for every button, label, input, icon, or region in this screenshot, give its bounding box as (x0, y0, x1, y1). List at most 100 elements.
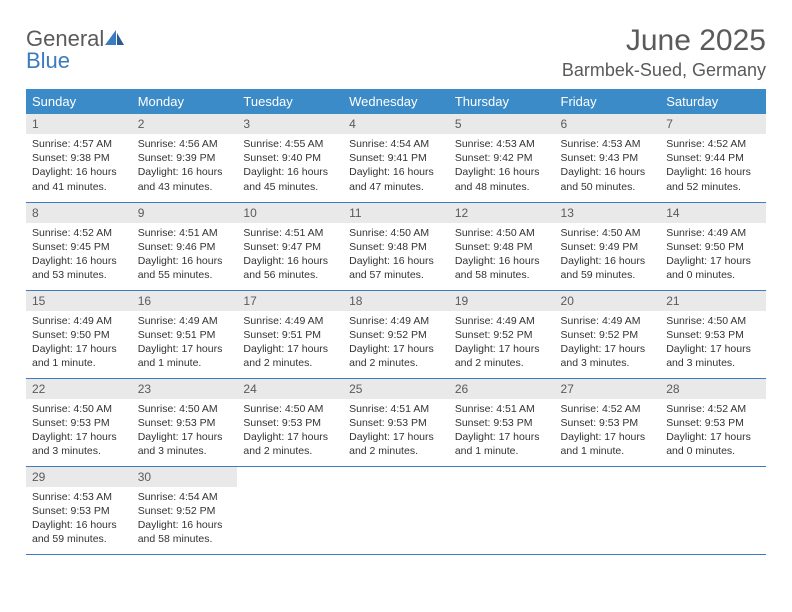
day-info: Sunrise: 4:49 AM Sunset: 9:50 PM Dayligh… (660, 223, 766, 287)
day-info: Sunrise: 4:50 AM Sunset: 9:48 PM Dayligh… (449, 223, 555, 287)
calendar-cell: 30Sunrise: 4:54 AM Sunset: 9:52 PM Dayli… (132, 466, 238, 554)
day-info: Sunrise: 4:51 AM Sunset: 9:47 PM Dayligh… (237, 223, 343, 287)
day-number: 15 (26, 291, 132, 311)
day-number: 13 (555, 203, 661, 223)
day-info: Sunrise: 4:50 AM Sunset: 9:53 PM Dayligh… (237, 399, 343, 463)
day-number: 28 (660, 379, 766, 399)
calendar-cell: 10Sunrise: 4:51 AM Sunset: 9:47 PM Dayli… (237, 202, 343, 290)
day-number: 19 (449, 291, 555, 311)
day-info: Sunrise: 4:53 AM Sunset: 9:43 PM Dayligh… (555, 134, 661, 198)
logo-blue: Blue (26, 48, 70, 73)
day-info: Sunrise: 4:51 AM Sunset: 9:46 PM Dayligh… (132, 223, 238, 287)
day-number: 18 (343, 291, 449, 311)
calendar-cell: 7Sunrise: 4:52 AM Sunset: 9:44 PM Daylig… (660, 114, 766, 202)
calendar-cell: 14Sunrise: 4:49 AM Sunset: 9:50 PM Dayli… (660, 202, 766, 290)
calendar-table: Sunday Monday Tuesday Wednesday Thursday… (26, 89, 766, 555)
day-info: Sunrise: 4:53 AM Sunset: 9:53 PM Dayligh… (26, 487, 132, 551)
day-info: Sunrise: 4:51 AM Sunset: 9:53 PM Dayligh… (449, 399, 555, 463)
day-number: 4 (343, 114, 449, 134)
day-number: 2 (132, 114, 238, 134)
calendar-cell: 19Sunrise: 4:49 AM Sunset: 9:52 PM Dayli… (449, 290, 555, 378)
day-info: Sunrise: 4:55 AM Sunset: 9:40 PM Dayligh… (237, 134, 343, 198)
weekday-header-row: Sunday Monday Tuesday Wednesday Thursday… (26, 89, 766, 114)
day-info: Sunrise: 4:52 AM Sunset: 9:53 PM Dayligh… (660, 399, 766, 463)
day-info: Sunrise: 4:49 AM Sunset: 9:52 PM Dayligh… (555, 311, 661, 375)
month-title: June 2025 (562, 24, 766, 58)
calendar-cell: 11Sunrise: 4:50 AM Sunset: 9:48 PM Dayli… (343, 202, 449, 290)
calendar-cell: .. (555, 466, 661, 554)
day-number: 16 (132, 291, 238, 311)
calendar-cell: .. (237, 466, 343, 554)
day-number: 20 (555, 291, 661, 311)
day-info: Sunrise: 4:50 AM Sunset: 9:53 PM Dayligh… (660, 311, 766, 375)
calendar-row: 29Sunrise: 4:53 AM Sunset: 9:53 PM Dayli… (26, 466, 766, 554)
day-number: 5 (449, 114, 555, 134)
calendar-cell: 13Sunrise: 4:50 AM Sunset: 9:49 PM Dayli… (555, 202, 661, 290)
day-number: 12 (449, 203, 555, 223)
calendar-cell: 8Sunrise: 4:52 AM Sunset: 9:45 PM Daylig… (26, 202, 132, 290)
calendar-cell: 25Sunrise: 4:51 AM Sunset: 9:53 PM Dayli… (343, 378, 449, 466)
day-number: 7 (660, 114, 766, 134)
day-number: 21 (660, 291, 766, 311)
calendar-cell: 12Sunrise: 4:50 AM Sunset: 9:48 PM Dayli… (449, 202, 555, 290)
day-info: Sunrise: 4:49 AM Sunset: 9:51 PM Dayligh… (132, 311, 238, 375)
day-info: Sunrise: 4:49 AM Sunset: 9:50 PM Dayligh… (26, 311, 132, 375)
day-number: 30 (132, 467, 238, 487)
logo: General Blue (26, 28, 125, 72)
calendar-cell: .. (449, 466, 555, 554)
day-number: 11 (343, 203, 449, 223)
day-number: 10 (237, 203, 343, 223)
day-info: Sunrise: 4:49 AM Sunset: 9:51 PM Dayligh… (237, 311, 343, 375)
calendar-cell: .. (343, 466, 449, 554)
day-info: Sunrise: 4:52 AM Sunset: 9:53 PM Dayligh… (555, 399, 661, 463)
day-number: 22 (26, 379, 132, 399)
weekday-header: Saturday (660, 89, 766, 114)
day-info: Sunrise: 4:49 AM Sunset: 9:52 PM Dayligh… (449, 311, 555, 375)
day-info: Sunrise: 4:54 AM Sunset: 9:41 PM Dayligh… (343, 134, 449, 198)
day-info: Sunrise: 4:50 AM Sunset: 9:53 PM Dayligh… (132, 399, 238, 463)
sail-icon (105, 28, 125, 50)
day-number: 3 (237, 114, 343, 134)
weekday-header: Friday (555, 89, 661, 114)
day-number: 6 (555, 114, 661, 134)
header: General Blue June 2025 Barmbek-Sued, Ger… (26, 24, 766, 81)
calendar-cell: 28Sunrise: 4:52 AM Sunset: 9:53 PM Dayli… (660, 378, 766, 466)
calendar-cell: 2Sunrise: 4:56 AM Sunset: 9:39 PM Daylig… (132, 114, 238, 202)
calendar-cell: 5Sunrise: 4:53 AM Sunset: 9:42 PM Daylig… (449, 114, 555, 202)
calendar-cell: 23Sunrise: 4:50 AM Sunset: 9:53 PM Dayli… (132, 378, 238, 466)
day-number: 17 (237, 291, 343, 311)
calendar-cell: 20Sunrise: 4:49 AM Sunset: 9:52 PM Dayli… (555, 290, 661, 378)
location: Barmbek-Sued, Germany (562, 60, 766, 81)
calendar-cell: 29Sunrise: 4:53 AM Sunset: 9:53 PM Dayli… (26, 466, 132, 554)
weekday-header: Thursday (449, 89, 555, 114)
calendar-row: 15Sunrise: 4:49 AM Sunset: 9:50 PM Dayli… (26, 290, 766, 378)
calendar-cell: 24Sunrise: 4:50 AM Sunset: 9:53 PM Dayli… (237, 378, 343, 466)
calendar-row: 22Sunrise: 4:50 AM Sunset: 9:53 PM Dayli… (26, 378, 766, 466)
day-info: Sunrise: 4:52 AM Sunset: 9:44 PM Dayligh… (660, 134, 766, 198)
calendar-cell: 9Sunrise: 4:51 AM Sunset: 9:46 PM Daylig… (132, 202, 238, 290)
day-number: 1 (26, 114, 132, 134)
calendar-cell: 4Sunrise: 4:54 AM Sunset: 9:41 PM Daylig… (343, 114, 449, 202)
calendar-cell: 21Sunrise: 4:50 AM Sunset: 9:53 PM Dayli… (660, 290, 766, 378)
day-number: 9 (132, 203, 238, 223)
calendar-cell: 15Sunrise: 4:49 AM Sunset: 9:50 PM Dayli… (26, 290, 132, 378)
calendar-cell: 17Sunrise: 4:49 AM Sunset: 9:51 PM Dayli… (237, 290, 343, 378)
day-info: Sunrise: 4:56 AM Sunset: 9:39 PM Dayligh… (132, 134, 238, 198)
day-number: 25 (343, 379, 449, 399)
calendar-cell: 1Sunrise: 4:57 AM Sunset: 9:38 PM Daylig… (26, 114, 132, 202)
calendar-row: 8Sunrise: 4:52 AM Sunset: 9:45 PM Daylig… (26, 202, 766, 290)
calendar-cell: 26Sunrise: 4:51 AM Sunset: 9:53 PM Dayli… (449, 378, 555, 466)
calendar-cell: 6Sunrise: 4:53 AM Sunset: 9:43 PM Daylig… (555, 114, 661, 202)
calendar-cell: .. (660, 466, 766, 554)
calendar-cell: 22Sunrise: 4:50 AM Sunset: 9:53 PM Dayli… (26, 378, 132, 466)
calendar-cell: 16Sunrise: 4:49 AM Sunset: 9:51 PM Dayli… (132, 290, 238, 378)
day-number: 8 (26, 203, 132, 223)
logo-text: General Blue (26, 28, 125, 72)
day-info: Sunrise: 4:57 AM Sunset: 9:38 PM Dayligh… (26, 134, 132, 198)
calendar-cell: 3Sunrise: 4:55 AM Sunset: 9:40 PM Daylig… (237, 114, 343, 202)
day-number: 14 (660, 203, 766, 223)
day-info: Sunrise: 4:50 AM Sunset: 9:49 PM Dayligh… (555, 223, 661, 287)
day-number: 24 (237, 379, 343, 399)
calendar-cell: 18Sunrise: 4:49 AM Sunset: 9:52 PM Dayli… (343, 290, 449, 378)
title-block: June 2025 Barmbek-Sued, Germany (562, 24, 766, 81)
